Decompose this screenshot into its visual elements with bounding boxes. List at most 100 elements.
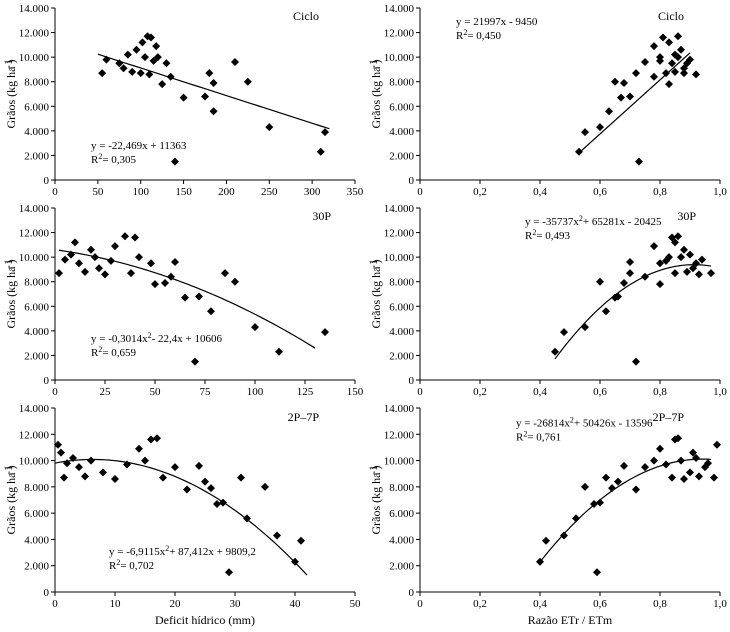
svg-text:R2= 0,659: R2= 0,659 [91, 345, 137, 359]
svg-text:350: 350 [347, 186, 364, 198]
svg-text:4.000: 4.000 [389, 534, 414, 546]
svg-text:0: 0 [417, 598, 423, 610]
svg-text:10: 10 [110, 598, 122, 610]
svg-text:100: 100 [132, 186, 149, 198]
svg-text:4.000: 4.000 [389, 126, 414, 138]
panel-30p-razao: 02.0004.0006.0008.00010.00012.00014.0000… [365, 200, 730, 400]
svg-text:Ciclo: Ciclo [658, 9, 684, 23]
svg-text:250: 250 [261, 186, 278, 198]
svg-text:y = -22,469x + 11363: y = -22,469x + 11363 [91, 140, 187, 152]
svg-text:2.000: 2.000 [24, 561, 49, 573]
svg-text:30P: 30P [677, 209, 696, 223]
svg-text:4.000: 4.000 [24, 534, 49, 546]
svg-text:10.000: 10.000 [384, 252, 415, 264]
svg-text:2.000: 2.000 [389, 561, 414, 573]
svg-text:R2= 0,450: R2= 0,450 [456, 28, 502, 42]
svg-text:-1: -1 [1, 465, 15, 475]
svg-text:4.000: 4.000 [24, 126, 49, 138]
svg-text:8.000: 8.000 [389, 277, 414, 289]
svg-text:Razão ETr / ETm: Razão ETr / ETm [528, 613, 613, 627]
svg-text:0,6: 0,6 [593, 186, 607, 198]
svg-text:0: 0 [409, 375, 415, 387]
svg-text:R2= 0,493: R2= 0,493 [525, 228, 571, 242]
svg-text:2P–7P: 2P–7P [288, 410, 320, 424]
svg-text:10.000: 10.000 [19, 52, 50, 64]
svg-text:R2= 0,702: R2= 0,702 [109, 558, 154, 572]
svg-text:y = -0,3014x2- 22,4x + 10606: y = -0,3014x2- 22,4x + 10606 [91, 331, 222, 345]
svg-text:0: 0 [44, 587, 50, 599]
svg-text:150: 150 [175, 186, 192, 198]
svg-text:0: 0 [52, 386, 58, 398]
svg-text:50: 50 [92, 186, 104, 198]
svg-text:0: 0 [52, 598, 58, 610]
svg-text:2.000: 2.000 [24, 150, 49, 162]
svg-text:2.000: 2.000 [24, 350, 49, 362]
svg-text:12.000: 12.000 [19, 28, 50, 40]
svg-text:14.000: 14.000 [19, 203, 50, 215]
svg-text:-1: -1 [366, 259, 380, 269]
svg-text:20: 20 [170, 598, 182, 610]
svg-text:0,8: 0,8 [653, 386, 667, 398]
svg-text:2.000: 2.000 [389, 150, 414, 162]
svg-text:0: 0 [44, 175, 50, 187]
svg-text:0,2: 0,2 [473, 386, 487, 398]
svg-text:10.000: 10.000 [19, 252, 50, 264]
panel-ciclo-deficit: 0 2.000 4.000 6.000 8.000 10.000 12.000 14.000 0… [0, 0, 365, 200]
panel-ciclo-razao: 02.0004.0006.0008.00010.00012.00014.0000… [365, 0, 730, 200]
svg-text:8.000: 8.000 [389, 482, 414, 494]
svg-text:0,2: 0,2 [473, 598, 487, 610]
svg-text:14.000: 14.000 [19, 3, 50, 15]
svg-text:4.000: 4.000 [24, 326, 49, 338]
svg-text:6.000: 6.000 [389, 301, 414, 313]
svg-text:75: 75 [200, 386, 212, 398]
svg-text:50: 50 [350, 598, 362, 610]
svg-text:-1: -1 [366, 59, 380, 69]
svg-text:6.000: 6.000 [389, 508, 414, 520]
svg-text:300: 300 [304, 186, 321, 198]
svg-text:6.000: 6.000 [24, 101, 49, 113]
panel-2p7p-razao: 02.0004.0006.0008.00010.00012.00014.0000… [365, 400, 730, 632]
svg-text:30: 30 [230, 598, 242, 610]
svg-text:y = 21997x - 9450: y = 21997x - 9450 [456, 16, 538, 28]
svg-text:-1: -1 [366, 465, 380, 475]
svg-text:0: 0 [44, 375, 50, 387]
svg-text:10.000: 10.000 [384, 52, 415, 64]
svg-text:1,0: 1,0 [713, 386, 727, 398]
svg-text:1,0: 1,0 [713, 186, 727, 198]
svg-text:-1: -1 [1, 259, 15, 269]
svg-text:y = -26814x2+ 50426x - 13596: y = -26814x2+ 50426x - 13596 [516, 415, 653, 429]
svg-text:12.000: 12.000 [384, 28, 415, 40]
svg-text:0,8: 0,8 [653, 186, 667, 198]
svg-text:0,4: 0,4 [533, 598, 547, 610]
svg-text:-1: -1 [1, 59, 15, 69]
svg-text:14.000: 14.000 [384, 3, 415, 15]
svg-text:2.000: 2.000 [389, 350, 414, 362]
svg-text:12.000: 12.000 [19, 228, 50, 240]
svg-text:50: 50 [150, 386, 162, 398]
svg-text:12.000: 12.000 [384, 228, 415, 240]
svg-text:12.000: 12.000 [19, 429, 50, 441]
svg-text:0: 0 [409, 175, 415, 187]
svg-text:R2= 0,761: R2= 0,761 [516, 429, 561, 443]
svg-text:8.000: 8.000 [389, 77, 414, 89]
svg-text:y = -35737x2+ 65281x - 20425: y = -35737x2+ 65281x - 20425 [525, 214, 662, 228]
svg-text:200: 200 [218, 186, 235, 198]
svg-text:4.000: 4.000 [389, 326, 414, 338]
svg-text:0: 0 [417, 386, 423, 398]
svg-text:2P–7P: 2P–7P [653, 410, 685, 424]
svg-text:0,8: 0,8 [653, 598, 667, 610]
svg-text:0: 0 [417, 186, 423, 198]
svg-text:Deficit hídrico (mm): Deficit hídrico (mm) [155, 613, 255, 627]
svg-text:0,6: 0,6 [593, 598, 607, 610]
svg-text:14.000: 14.000 [19, 403, 50, 415]
svg-text:0,6: 0,6 [593, 386, 607, 398]
svg-text:0: 0 [52, 186, 58, 198]
svg-text:6.000: 6.000 [24, 301, 49, 313]
svg-text:14.000: 14.000 [384, 403, 415, 415]
svg-text:12.000: 12.000 [384, 429, 415, 441]
svg-text:R2= 0,305: R2= 0,305 [91, 152, 137, 166]
svg-text:Ciclo: Ciclo [293, 9, 319, 23]
svg-text:6.000: 6.000 [24, 508, 49, 520]
svg-text:0,2: 0,2 [473, 186, 487, 198]
svg-text:8.000: 8.000 [24, 77, 49, 89]
